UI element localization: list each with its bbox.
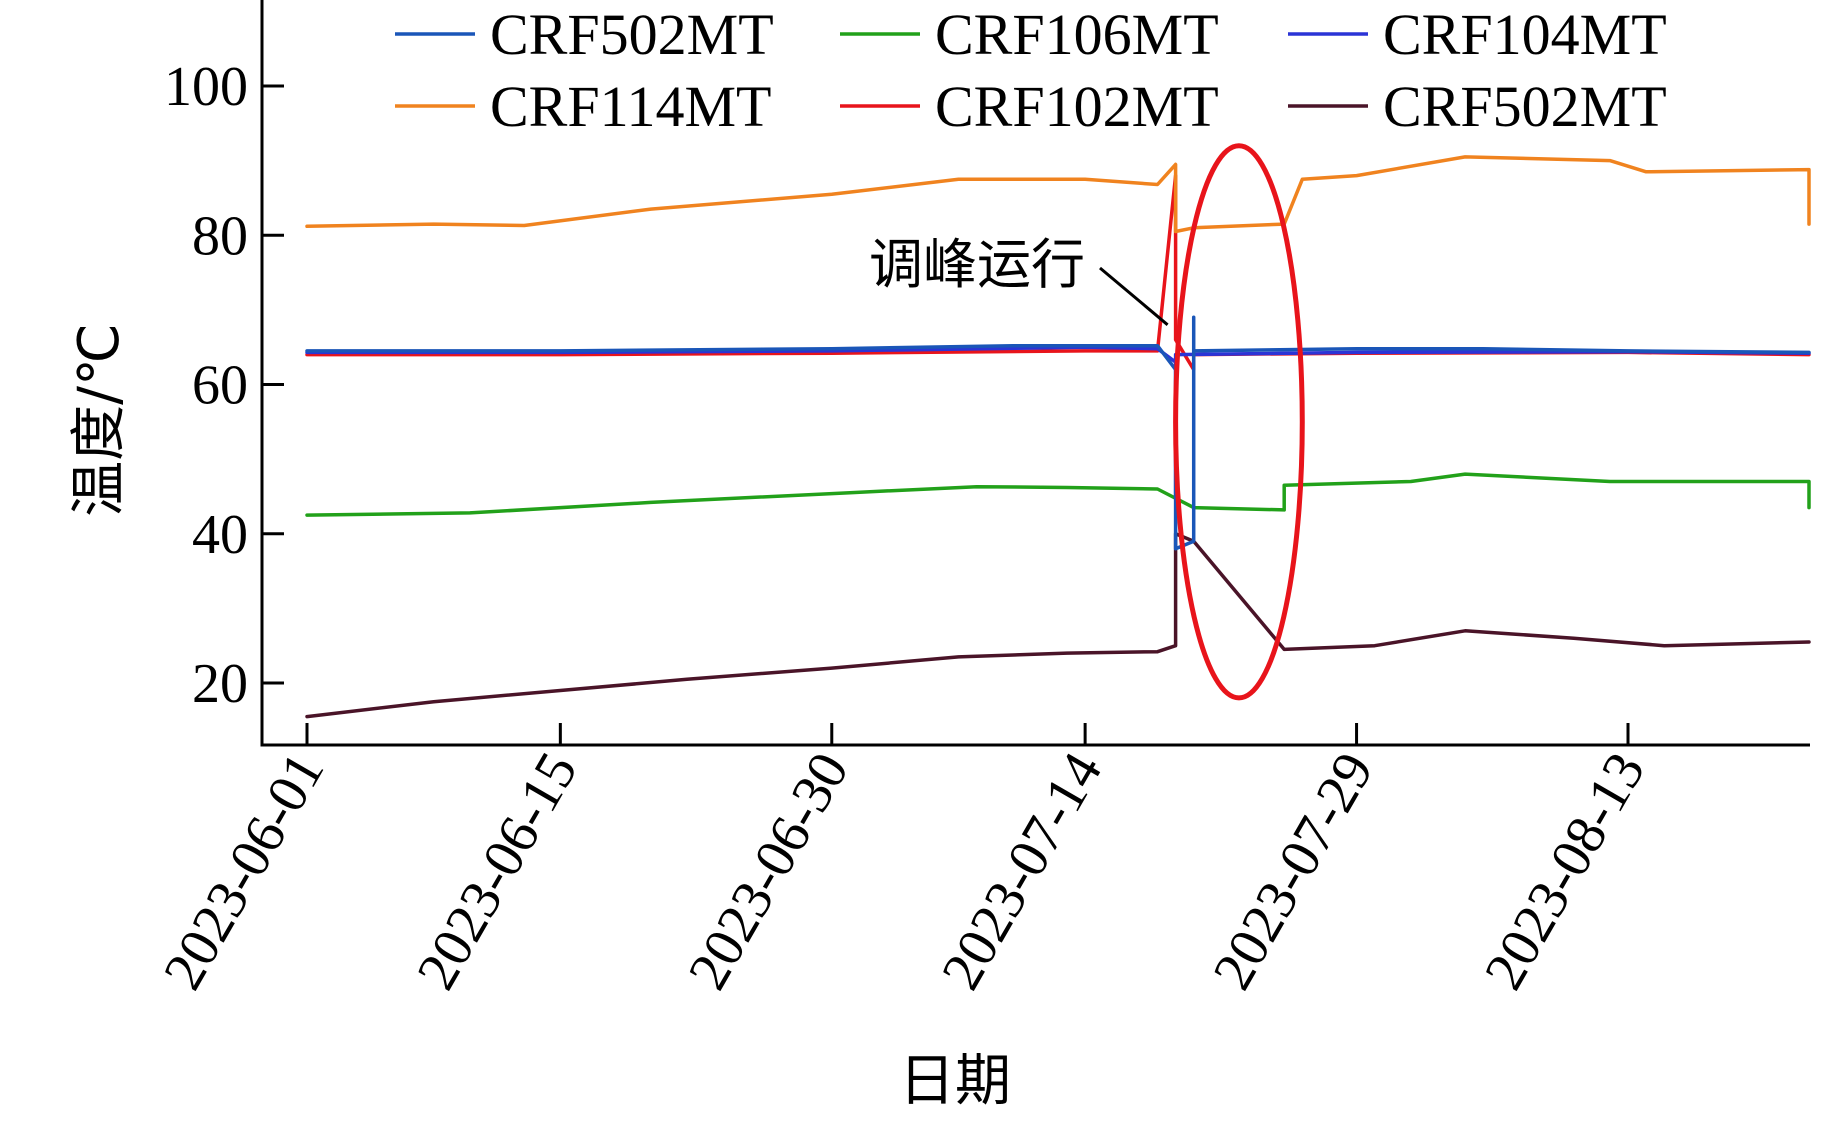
x-tick-label: 2023-08-13 xyxy=(1473,743,1657,1000)
legend-label-1: CRF106MT xyxy=(935,2,1219,67)
legend-label-3: CRF114MT xyxy=(490,74,771,139)
y-tick-label: 60 xyxy=(192,355,248,417)
annotation-pointer xyxy=(1099,266,1169,326)
annotation-label: 调峰运行 xyxy=(869,233,1085,296)
series-line-crf502mt-5 xyxy=(305,532,1811,719)
x-tick-label: 2023-06-30 xyxy=(677,743,861,1000)
y-tick-label: 20 xyxy=(192,653,248,715)
y-tick-label: 100 xyxy=(164,56,248,118)
y-tick-label: 80 xyxy=(192,205,248,267)
legend-label-2: CRF104MT xyxy=(1383,2,1667,67)
axes: 20 40 60 80 100 2023-06-01 2023-06-15 2023-06-3… xyxy=(67,0,1810,1114)
x-tick-label: 2023-06-01 xyxy=(152,743,336,1000)
legend-label-5: CRF502MT xyxy=(1383,74,1667,139)
annotation: 调峰运行 xyxy=(869,143,1305,701)
x-axis-title: 日期 xyxy=(899,1049,1011,1114)
legend: CRF502MT CRF106MT CRF104MT CRF114MT CRF102MT… xyxy=(395,2,1667,139)
x-tick-label: 2023-06-15 xyxy=(405,743,589,1000)
series-lines xyxy=(305,155,1811,719)
series-line-crf104mt-2 xyxy=(305,345,1811,499)
legend-label-4: CRF102MT xyxy=(935,74,1219,139)
series-line-crf114mt-3 xyxy=(305,155,1811,234)
y-axis-title: 温度/℃ xyxy=(67,323,132,517)
legend-label-0: CRF502MT xyxy=(490,2,774,67)
series-line-crf106mt-1 xyxy=(305,472,1811,517)
x-tick-label: 2023-07-29 xyxy=(1201,743,1385,1000)
y-tick-label: 40 xyxy=(192,504,248,566)
x-tick-label: 2023-07-14 xyxy=(930,743,1114,1000)
series-line-crf502mt-0 xyxy=(305,315,1811,551)
axis-lines xyxy=(260,0,1810,747)
annotation-ellipse xyxy=(1173,143,1305,701)
